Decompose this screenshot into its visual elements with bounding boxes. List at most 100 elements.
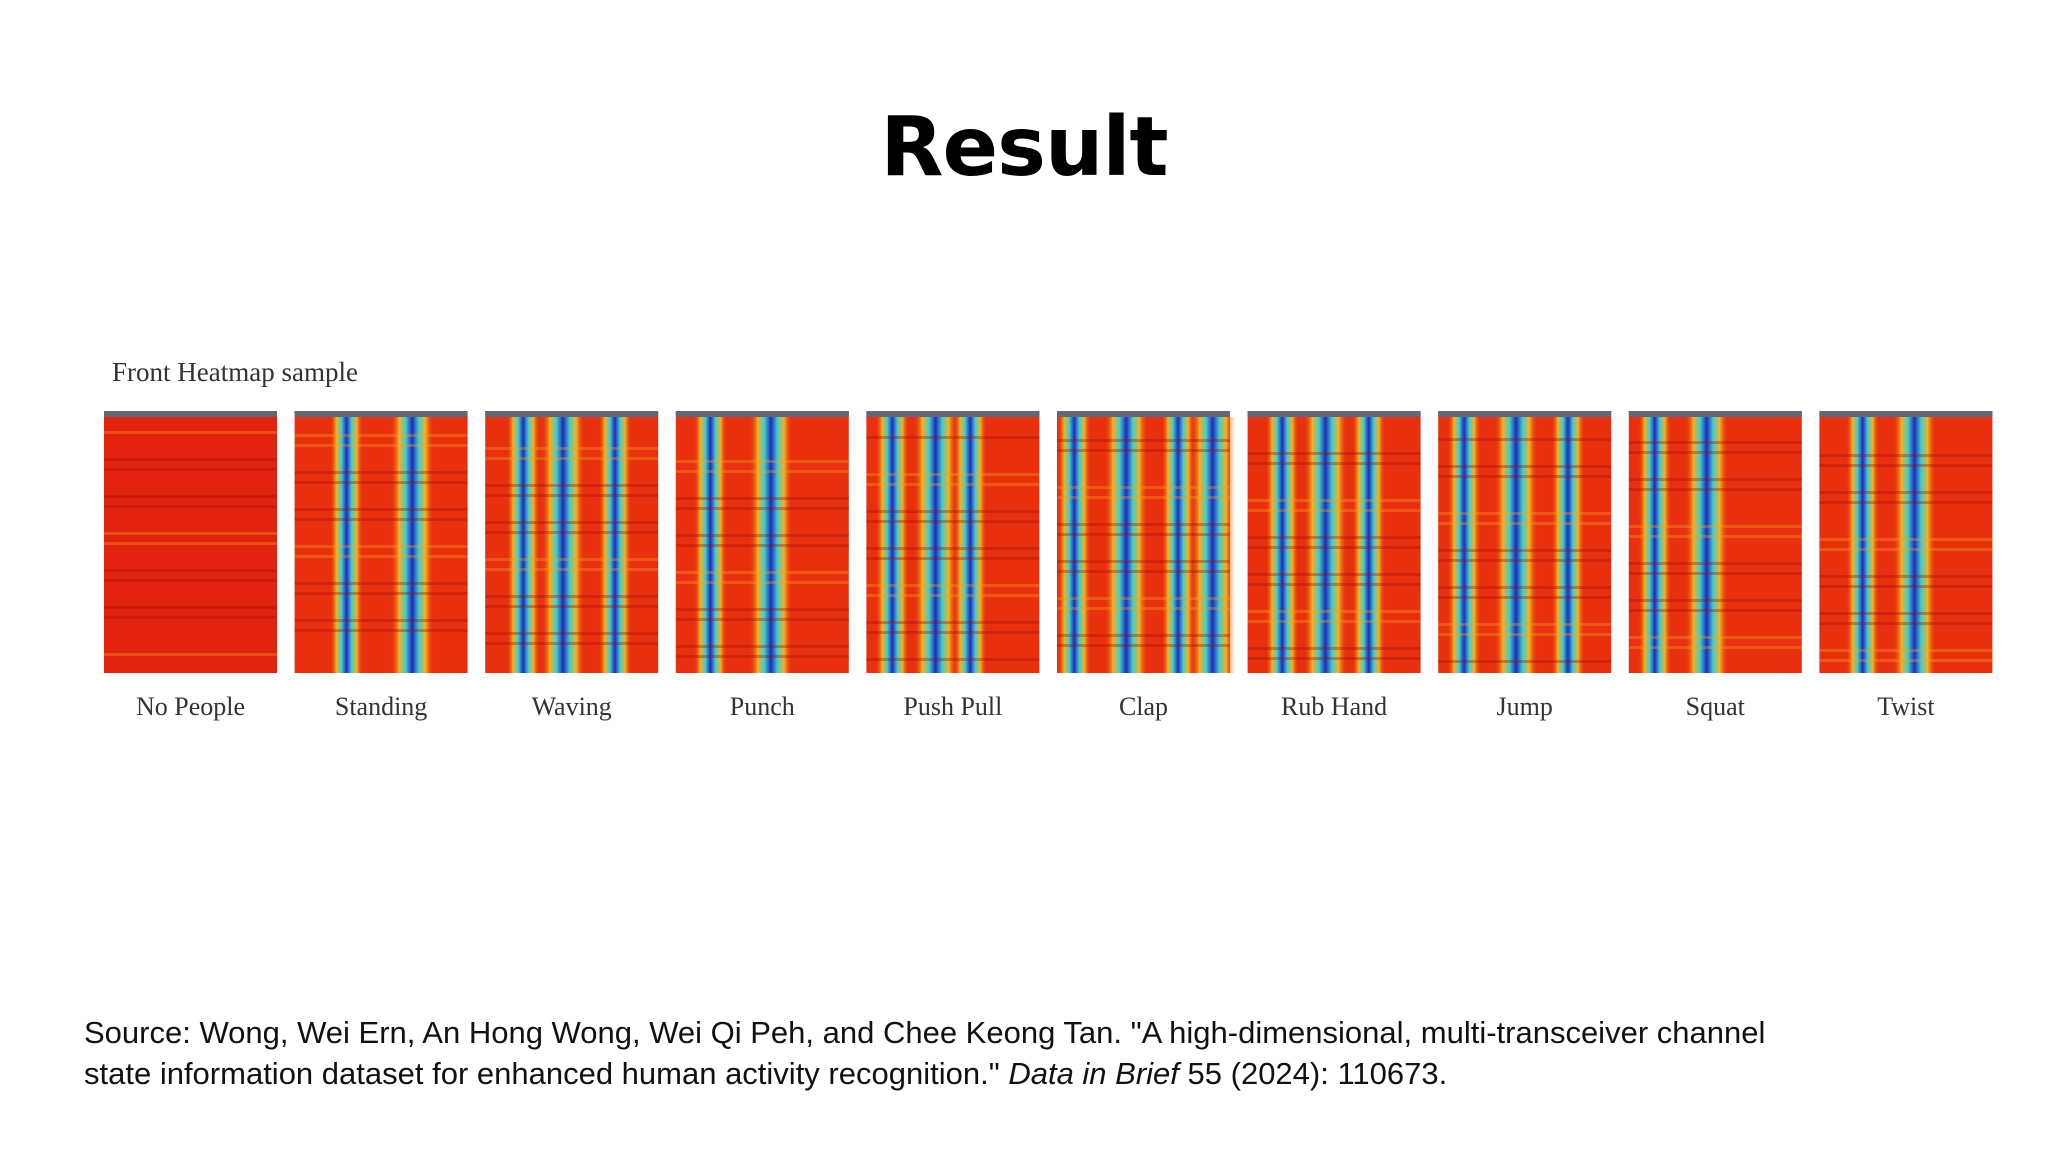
heatmap-streak <box>104 532 277 535</box>
heatmap-band <box>1265 417 1300 673</box>
heatmap-panel: Squat <box>1628 411 1802 721</box>
heatmap-streak <box>675 571 849 574</box>
panel-label: Squat <box>1686 692 1746 721</box>
heatmap-streak <box>104 505 277 508</box>
heatmap-streak <box>1057 523 1230 526</box>
heatmap-streak <box>1438 438 1612 441</box>
heatmap-streak <box>1819 649 1993 652</box>
heatmap-streak <box>1628 609 1802 612</box>
heatmap-streak <box>1247 499 1421 502</box>
source-text: state information dataset for enhanced h… <box>84 1056 1000 1091</box>
heatmap-streak <box>1438 549 1612 552</box>
heatmap-streak <box>1057 644 1230 647</box>
heatmap-streak <box>294 518 468 521</box>
heatmap-streak <box>1438 559 1612 562</box>
heatmap-band <box>1190 417 1235 673</box>
heatmap-streak <box>1438 660 1612 663</box>
heatmap-header <box>485 411 659 417</box>
heatmap-streak <box>1628 525 1802 528</box>
heatmap-streak <box>485 457 659 460</box>
heatmap-band <box>1303 417 1348 673</box>
heatmap-streak <box>1057 597 1230 600</box>
heatmap-streak <box>104 653 277 656</box>
heatmap-streak <box>294 545 468 548</box>
heatmap-panel: No People <box>104 411 277 721</box>
source-text: Source: Wong, Wei Ern, An Hong Wong, Wei… <box>84 1015 1766 1050</box>
heatmap-band <box>1351 417 1386 673</box>
heatmap-band <box>390 417 435 673</box>
heatmap-streak <box>1819 464 1993 467</box>
heatmap-streak <box>485 484 659 487</box>
heatmap-streak <box>1628 478 1802 481</box>
heatmap-streak <box>675 618 849 621</box>
heatmap-streak <box>675 544 849 547</box>
heatmap-streak <box>294 481 468 484</box>
heatmap-streak <box>485 558 659 561</box>
heatmap-figure: Front Heatmap sample No People Standing Wa… <box>104 357 1993 721</box>
heatmap-streak <box>1438 623 1612 626</box>
heatmap-header <box>1819 411 1993 417</box>
heatmap-streak <box>1438 596 1612 599</box>
heatmap-background <box>294 411 468 673</box>
heatmap-band <box>329 417 364 673</box>
heatmap-header <box>1628 411 1802 417</box>
heatmap-header <box>1057 411 1230 417</box>
heatmap-streak <box>1819 659 1993 662</box>
heatmap-streak <box>1628 636 1802 639</box>
heatmap-streak <box>1819 548 1993 551</box>
heatmap-streak <box>1247 657 1421 660</box>
heatmap-streak <box>1628 562 1802 565</box>
heatmap-streak <box>1247 546 1421 549</box>
heatmap-streak <box>675 534 849 537</box>
heatmap-panel: Jump <box>1438 411 1612 721</box>
heatmap-panel: Rub Hand <box>1247 411 1421 721</box>
journal-name: Data in Brief <box>1008 1056 1179 1091</box>
heatmap-streak <box>1057 607 1230 610</box>
heatmap-streak <box>104 458 277 461</box>
panel-label: Punch <box>730 692 795 721</box>
heatmap-streak <box>1438 586 1612 589</box>
heatmap-streak <box>485 494 659 497</box>
heatmap-band <box>1104 417 1149 673</box>
heatmap-streak <box>294 582 468 585</box>
heatmap-header <box>104 411 277 417</box>
heatmap-streak <box>1057 533 1230 536</box>
heatmap-streak <box>866 594 1040 597</box>
panel-label: Standing <box>335 692 427 721</box>
heatmap-streak <box>485 642 659 645</box>
heatmap-streak <box>1438 475 1612 478</box>
source-citation: Source: Wong, Wei Ern, An Hong Wong, Wei… <box>84 1012 1765 1094</box>
heatmap-streak <box>104 468 277 471</box>
heatmap-panel: Clap <box>1057 411 1235 721</box>
heatmap-panel: Punch <box>675 411 849 721</box>
heatmap-streak <box>1247 573 1421 576</box>
heatmap-streak <box>1628 599 1802 602</box>
heatmap-streak <box>866 658 1040 661</box>
heatmap-streak <box>866 547 1040 550</box>
heatmap-streak <box>485 531 659 534</box>
heatmap-streak <box>1819 612 1993 615</box>
figure-caption: Front Heatmap sample <box>112 357 358 387</box>
heatmap-band <box>1447 417 1482 673</box>
heatmap-streak <box>1247 620 1421 623</box>
heatmap-streak <box>866 584 1040 587</box>
heatmap-streak <box>675 460 849 463</box>
heatmap-streak <box>1247 536 1421 539</box>
heatmap-streak <box>866 436 1040 439</box>
heatmap-streak <box>1057 634 1230 637</box>
panel-label: Twist <box>1877 692 1935 721</box>
heatmap-streak <box>1438 512 1612 515</box>
heatmap-streak <box>104 606 277 609</box>
heatmap-band <box>1550 417 1585 673</box>
heatmap-streak <box>104 542 277 545</box>
heatmap-streak <box>485 521 659 524</box>
heatmap-streak <box>1438 465 1612 468</box>
heatmap-band <box>953 417 988 673</box>
heatmap-panel: Waving <box>485 411 659 721</box>
heatmap-streak <box>104 431 277 434</box>
heatmap-streak <box>294 444 468 447</box>
heatmap-streak <box>1247 452 1421 455</box>
heatmap-streak <box>675 655 849 658</box>
heatmap-streak <box>1628 488 1802 491</box>
